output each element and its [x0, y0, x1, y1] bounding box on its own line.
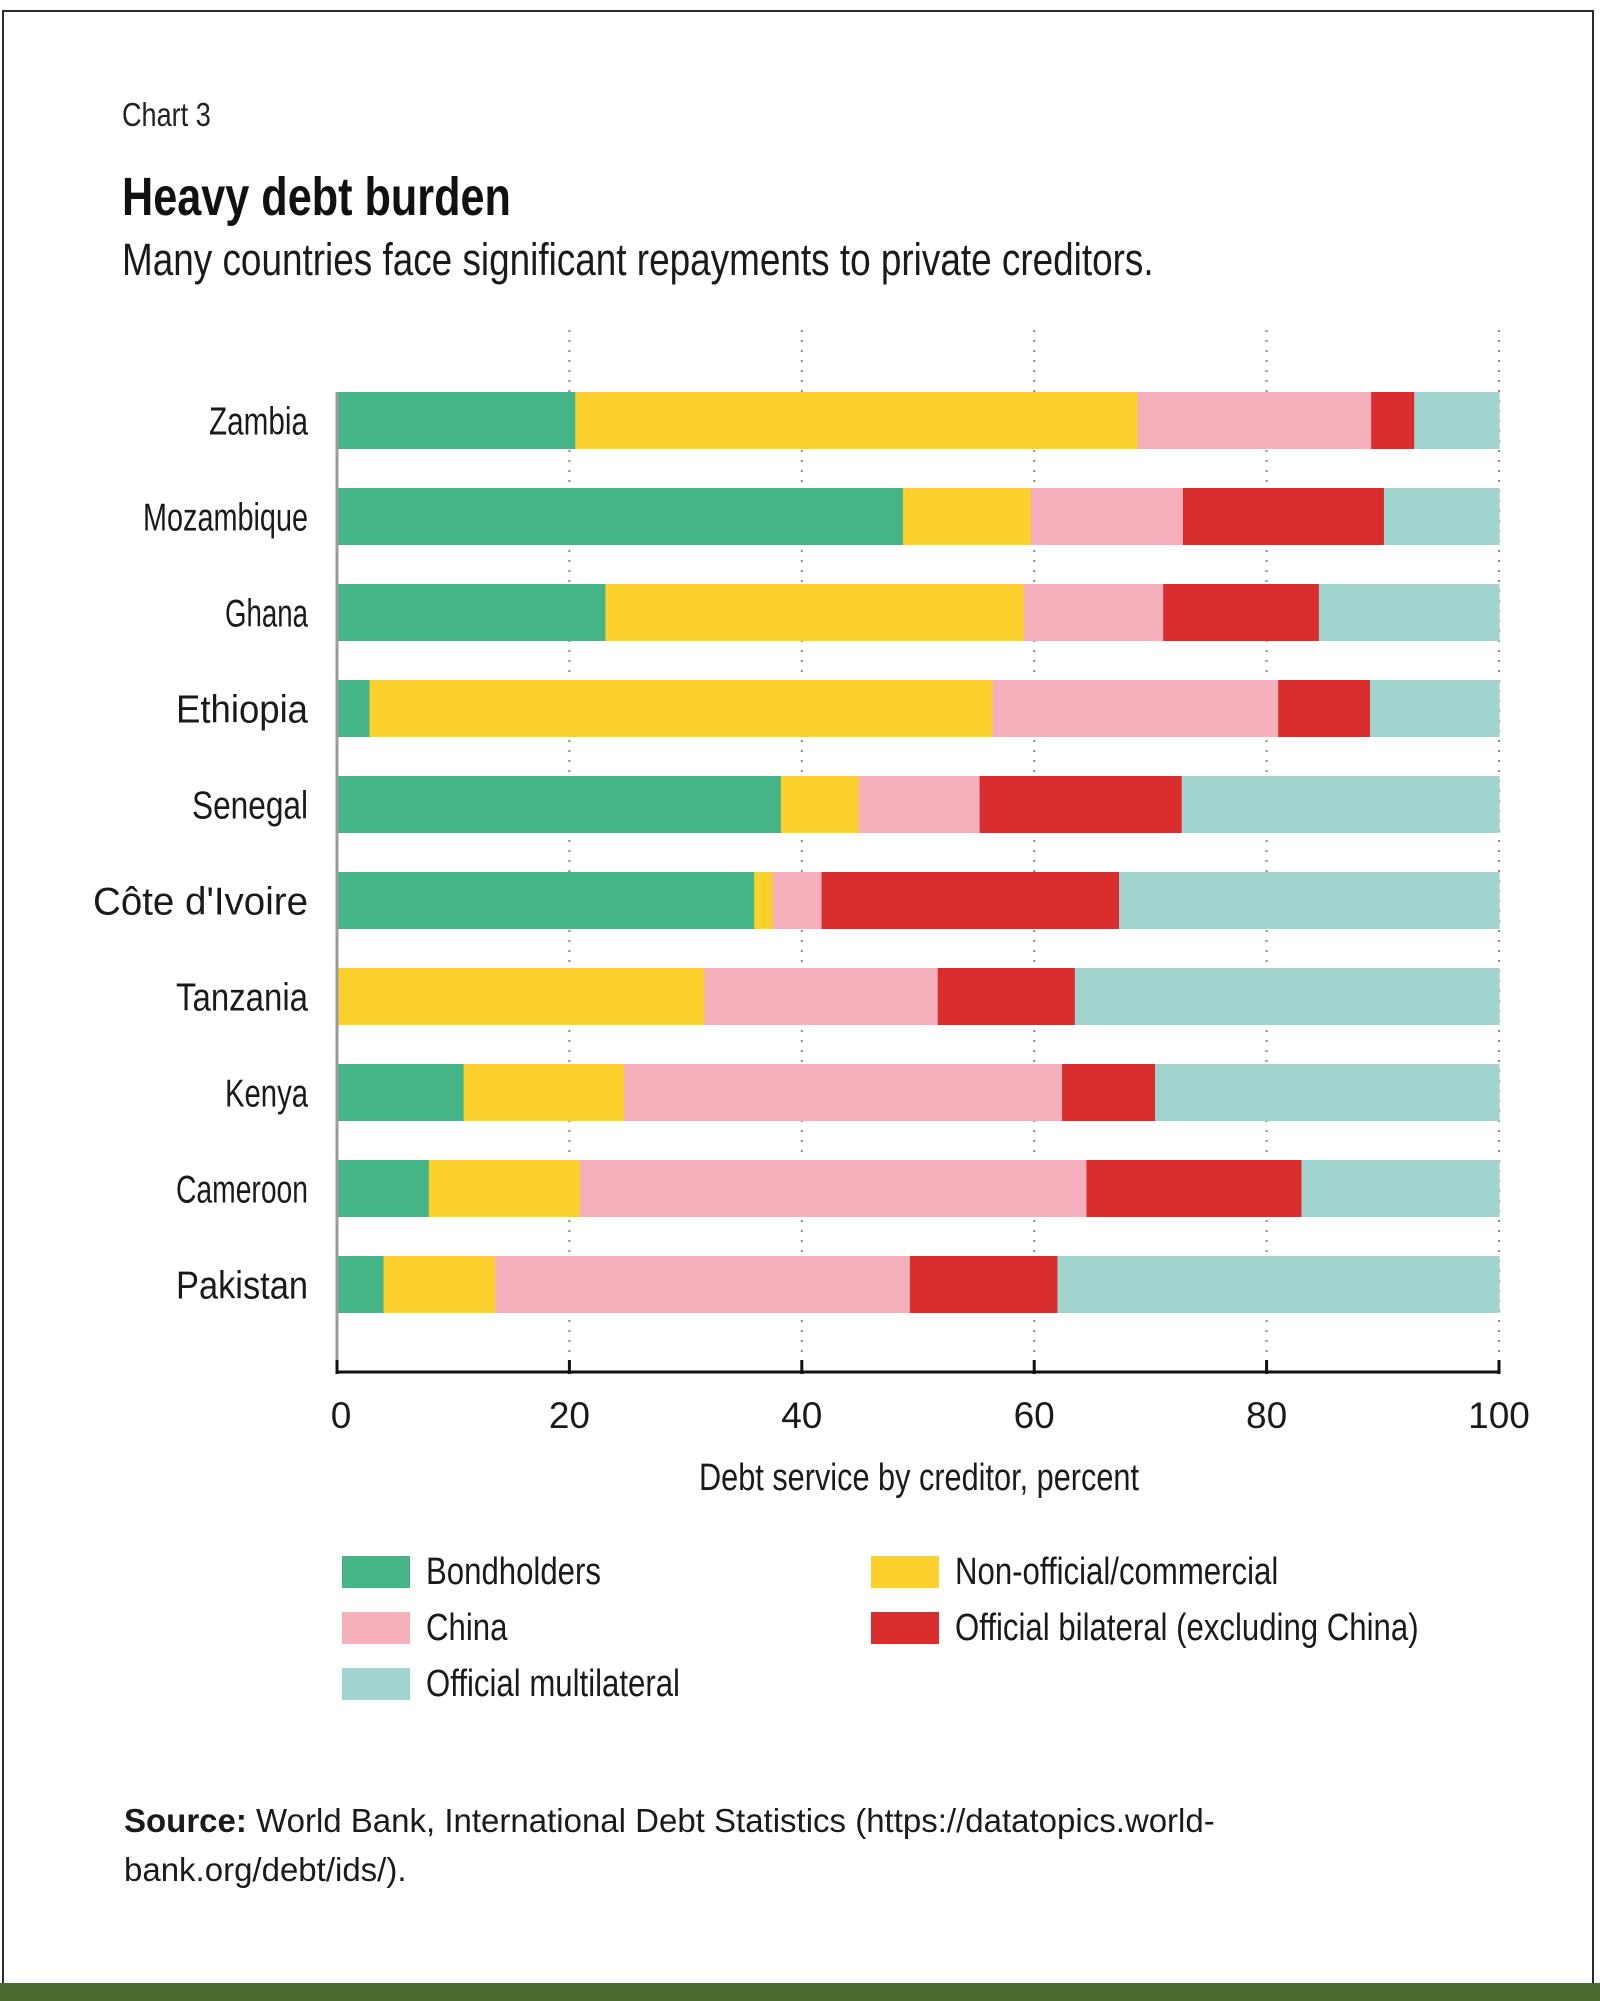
x-tick-label: 40 — [781, 1395, 822, 1436]
chart-title: Heavy debt burden — [122, 167, 511, 227]
bar-mozambique-2 — [902, 488, 1032, 545]
category-label: Cameroon — [176, 1169, 308, 1212]
bar-zambia-2 — [575, 392, 1139, 449]
bar-zambia-1 — [337, 392, 576, 449]
legend-swatch-bondholders — [342, 1556, 410, 1588]
bar-kenya-2 — [463, 1064, 625, 1121]
bar-senegal-4 — [979, 776, 1183, 833]
bar-tanzania-3 — [704, 968, 939, 1025]
bar-pakistan-3 — [495, 1256, 911, 1313]
bar-ghana-3 — [1023, 584, 1164, 641]
bar-pakistan-1 — [337, 1256, 385, 1313]
bar-cameroon-4 — [1086, 1160, 1303, 1217]
bar-mozambique-5 — [1383, 488, 1500, 545]
bar-zambia-5 — [1414, 392, 1500, 449]
category-label: Ghana — [225, 593, 308, 636]
bar-zambia-4 — [1371, 392, 1415, 449]
bar-c-te-d-ivoire-1 — [337, 872, 755, 929]
bar-ghana-4 — [1163, 584, 1320, 641]
bar-ethiopia-4 — [1278, 680, 1371, 737]
bar-c-te-d-ivoire-5 — [1119, 872, 1500, 929]
chart-subtitle: Many countries face significant repaymen… — [122, 234, 1154, 285]
bar-ethiopia-1 — [337, 680, 371, 737]
legend-label-non-official: Non-official/commercial — [955, 1550, 1279, 1593]
legend-swatch-official-bilateral — [871, 1612, 939, 1644]
category-label: Côte d'Ivoire — [93, 881, 308, 924]
bar-senegal-1 — [337, 776, 782, 833]
bar-pakistan-2 — [383, 1256, 496, 1313]
bar-mozambique-3 — [1030, 488, 1184, 545]
bar-ethiopia-3 — [992, 680, 1279, 737]
legend-item-non-official: Non-official/commercial — [871, 1550, 1349, 1593]
bar-tanzania-5 — [1074, 968, 1500, 1025]
source-label: Source: — [124, 1802, 247, 1839]
legend-swatch-non-official — [871, 1556, 939, 1588]
bar-senegal-3 — [858, 776, 981, 833]
legend-swatch-china — [342, 1612, 410, 1644]
bar-kenya-3 — [624, 1064, 1063, 1121]
bar-ghana-5 — [1318, 584, 1500, 641]
bar-cameroon-5 — [1301, 1160, 1500, 1217]
bar-chart: Zambia Mozambique Ghana Ethiopia Senegal Côte… — [93, 330, 1530, 1499]
bar-pakistan-5 — [1057, 1256, 1500, 1313]
legend-item-official-multilateral: Official multilateral — [342, 1662, 736, 1705]
category-label: Kenya — [225, 1073, 308, 1116]
bar-ghana-1 — [337, 584, 607, 641]
bar-zambia-3 — [1137, 392, 1372, 449]
bar-c-te-d-ivoire-3 — [772, 872, 823, 929]
bar-cameroon-2 — [428, 1160, 581, 1217]
bar-ethiopia-2 — [369, 680, 993, 737]
bottom-bar — [0, 1983, 1600, 2001]
bar-kenya-1 — [337, 1064, 465, 1121]
x-tick-label: 60 — [1014, 1395, 1055, 1436]
category-label: Mozambique — [143, 497, 308, 540]
x-tick-label: 0 — [331, 1395, 352, 1436]
legend-swatch-official-multilateral — [342, 1668, 410, 1700]
legend-item-official-bilateral: Official bilateral (excluding China) — [871, 1606, 1520, 1649]
bar-c-te-d-ivoire-4 — [821, 872, 1120, 929]
source-note: Source: World Bank, International Debt S… — [124, 1796, 1324, 1894]
legend-label-official-multilateral: Official multilateral — [426, 1662, 680, 1705]
legend-item-bondholders: Bondholders — [342, 1550, 639, 1593]
category-label: Ethiopia — [176, 689, 308, 732]
bar-senegal-2 — [780, 776, 860, 833]
bar-pakistan-4 — [909, 1256, 1059, 1313]
bar-ethiopia-5 — [1370, 680, 1500, 737]
category-label: Senegal — [192, 785, 308, 828]
x-tick-label: 80 — [1246, 1395, 1287, 1436]
legend-label-bondholders: Bondholders — [426, 1550, 601, 1593]
legend: Bondholders Non-official/commercial Chin… — [342, 1550, 1492, 1732]
bar-tanzania-2 — [337, 968, 705, 1025]
bar-mozambique-1 — [337, 488, 904, 545]
bar-cameroon-3 — [579, 1160, 1088, 1217]
x-axis-title: Debt service by creditor, percent — [699, 1457, 1139, 1499]
category-label: Tanzania — [176, 977, 308, 1020]
bar-mozambique-4 — [1182, 488, 1385, 545]
chart-number: Chart 3 — [122, 96, 211, 133]
legend-item-china: China — [342, 1606, 525, 1649]
x-tick-label: 20 — [549, 1395, 590, 1436]
bar-tanzania-4 — [937, 968, 1076, 1025]
bar-kenya-4 — [1062, 1064, 1156, 1121]
bar-kenya-5 — [1155, 1064, 1500, 1121]
category-label: Pakistan — [176, 1265, 308, 1308]
category-label: Zambia — [209, 401, 308, 444]
bar-cameroon-1 — [337, 1160, 430, 1217]
bar-senegal-5 — [1181, 776, 1500, 833]
bar-c-te-d-ivoire-2 — [754, 872, 774, 929]
x-tick-label: 100 — [1468, 1395, 1530, 1436]
legend-label-official-bilateral: Official bilateral (excluding China) — [955, 1606, 1419, 1649]
bar-ghana-2 — [605, 584, 1025, 641]
legend-label-china: China — [426, 1606, 508, 1649]
source-text: World Bank, International Debt Statistic… — [124, 1802, 1215, 1888]
